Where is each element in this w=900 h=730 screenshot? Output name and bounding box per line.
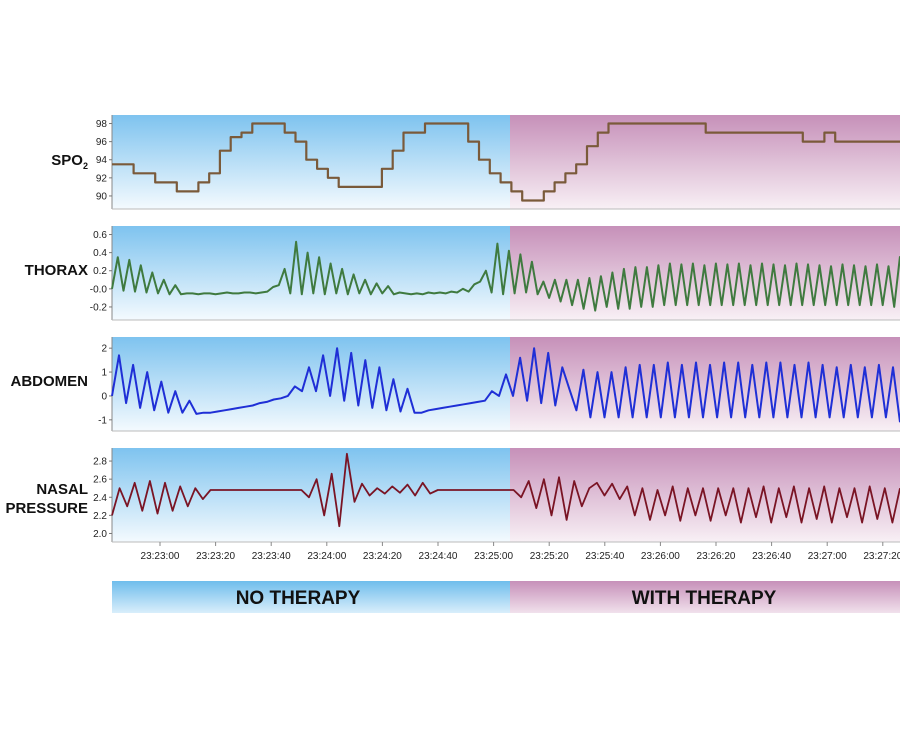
nasal-y-tick-label: 2.6 — [93, 475, 107, 486]
abdomen-series-line — [111, 347, 900, 423]
nasal-label-line2: PRESSURE — [5, 500, 88, 517]
thorax-y-ticks: 0.6 0.4 0.2 -0.0 -0.2 — [90, 230, 112, 313]
x-tick-label: 23:26:20 — [697, 551, 736, 562]
nasal-y-tick-label: 2.4 — [93, 493, 107, 504]
spo2-y-tick-label: 90 — [96, 191, 108, 202]
nasal-series-line — [111, 452, 900, 528]
spo2-y-tick-label: 92 — [96, 173, 108, 184]
spo2-y-tick-label: 98 — [96, 119, 108, 130]
x-tick-label: 23:25:00 — [474, 551, 513, 562]
spo2-label: SPO2 — [51, 152, 88, 171]
with-therapy-label: WITH THERAPY — [632, 588, 777, 609]
x-tick-label: 23:27:00 — [808, 551, 847, 562]
abdomen-y-tick-label: 0 — [101, 391, 107, 402]
nasal-label-line1: NASAL — [36, 481, 88, 498]
abdomen-no-therapy-bg — [112, 337, 510, 431]
x-tick-label: 23:23:00 — [141, 551, 180, 562]
spo2-y-tick-label: 94 — [96, 155, 108, 166]
nasal-pressure-panel: 2.8 2.6 2.4 2.2 2.0 NASAL PRESSURE — [5, 448, 900, 543]
x-tick-label: 23:25:20 — [530, 551, 569, 562]
spo2-y-ticks: 98 96 94 92 90 — [96, 119, 112, 202]
abdomen-y-ticks: 2 1 0 -1 — [98, 344, 112, 426]
spo2-y-tick-label: 96 — [96, 137, 108, 148]
nasal-y-tick-label: 2.0 — [93, 529, 107, 540]
x-tick-label: 23:26:40 — [752, 551, 791, 562]
thorax-y-tick-label: -0.0 — [90, 284, 108, 295]
spo2-series-line — [112, 122, 900, 202]
nasal-no-therapy-bg — [112, 448, 510, 542]
thorax-label: THORAX — [25, 262, 88, 279]
abdomen-panel: 2 1 0 -1 ABDOMEN — [11, 337, 900, 432]
no-therapy-band — [112, 581, 510, 613]
x-tick-label: 23:27:20 — [863, 551, 900, 562]
thorax-y-tick-label: 0.6 — [93, 230, 107, 241]
thorax-panel: 0.6 0.4 0.2 -0.0 -0.2 THORAX — [25, 226, 900, 321]
nasal-y-tick-label: 2.2 — [93, 511, 107, 522]
abdomen-y-tick-label: 2 — [101, 344, 107, 355]
abdomen-label: ABDOMEN — [11, 373, 89, 390]
x-tick-label: 23:23:20 — [196, 551, 235, 562]
with-therapy-band — [510, 581, 900, 613]
x-tick-label: 23:26:00 — [641, 551, 680, 562]
thorax-series-line — [111, 240, 900, 312]
no-therapy-label: NO THERAPY — [236, 588, 361, 609]
spo2-panel: 98 96 94 92 90 SPO2 — [51, 115, 900, 210]
nasal-y-ticks: 2.8 2.6 2.4 2.2 2.0 — [93, 457, 112, 540]
x-tick-label: 23:24:40 — [419, 551, 458, 562]
x-tick-label: 23:24:00 — [307, 551, 346, 562]
abdomen-y-tick-label: -1 — [98, 415, 107, 426]
x-tick-label: 23:23:40 — [252, 551, 291, 562]
phase-bands: NO THERAPY WITH THERAPY — [112, 581, 900, 613]
thorax-y-tick-label: -0.2 — [90, 302, 108, 313]
x-tick-label: 23:24:20 — [363, 551, 402, 562]
abdomen-y-tick-label: 1 — [101, 368, 107, 379]
x-axis-time-ticks: 23:23:00 23:23:20 23:23:40 23:24:00 23:24:20… — [141, 542, 900, 562]
x-tick-label: 23:25:40 — [585, 551, 624, 562]
thorax-y-tick-label: 0.2 — [93, 266, 107, 277]
spo2-no-therapy-bg — [112, 115, 510, 209]
nasal-y-tick-label: 2.8 — [93, 457, 107, 468]
thorax-y-tick-label: 0.4 — [93, 248, 107, 259]
